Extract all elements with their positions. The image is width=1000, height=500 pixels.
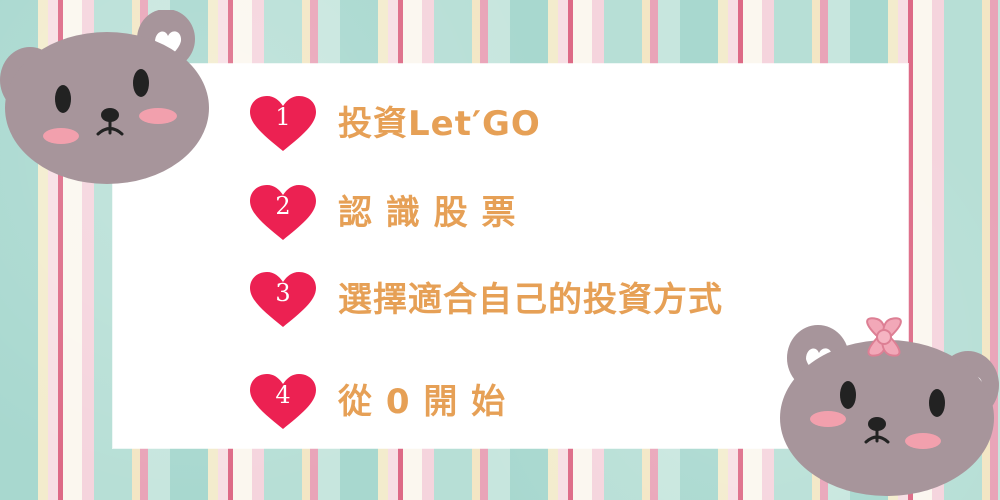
- list-item-label: 認 識 股 票: [338, 193, 517, 233]
- heart-icon-3: 3: [248, 271, 318, 329]
- list-item-number: 1: [275, 103, 291, 131]
- list-item-3: 3 選擇適合自己的投資方式: [248, 271, 723, 329]
- list-item-number: 4: [275, 381, 291, 409]
- heart-icon-2: 2: [248, 184, 318, 242]
- bear-left-icon: [0, 9, 210, 190]
- list-item-label: 投資Let′GO: [338, 104, 541, 144]
- heart-icon-4: 4: [248, 373, 318, 431]
- list-item-label: 從 0 開 始: [338, 382, 507, 422]
- list-item-label: 選擇適合自己的投資方式: [338, 280, 723, 320]
- bear-right-icon: [778, 315, 1000, 500]
- list-item-1: 1 投資Let′GO: [248, 95, 541, 153]
- list-item-number: 2: [275, 192, 291, 220]
- list-item-2: 2 認 識 股 票: [248, 184, 517, 242]
- list-item-number: 3: [275, 279, 291, 307]
- content-card: [113, 64, 908, 448]
- list-item-4: 4 從 0 開 始: [248, 373, 506, 431]
- heart-icon-1: 1: [248, 95, 318, 153]
